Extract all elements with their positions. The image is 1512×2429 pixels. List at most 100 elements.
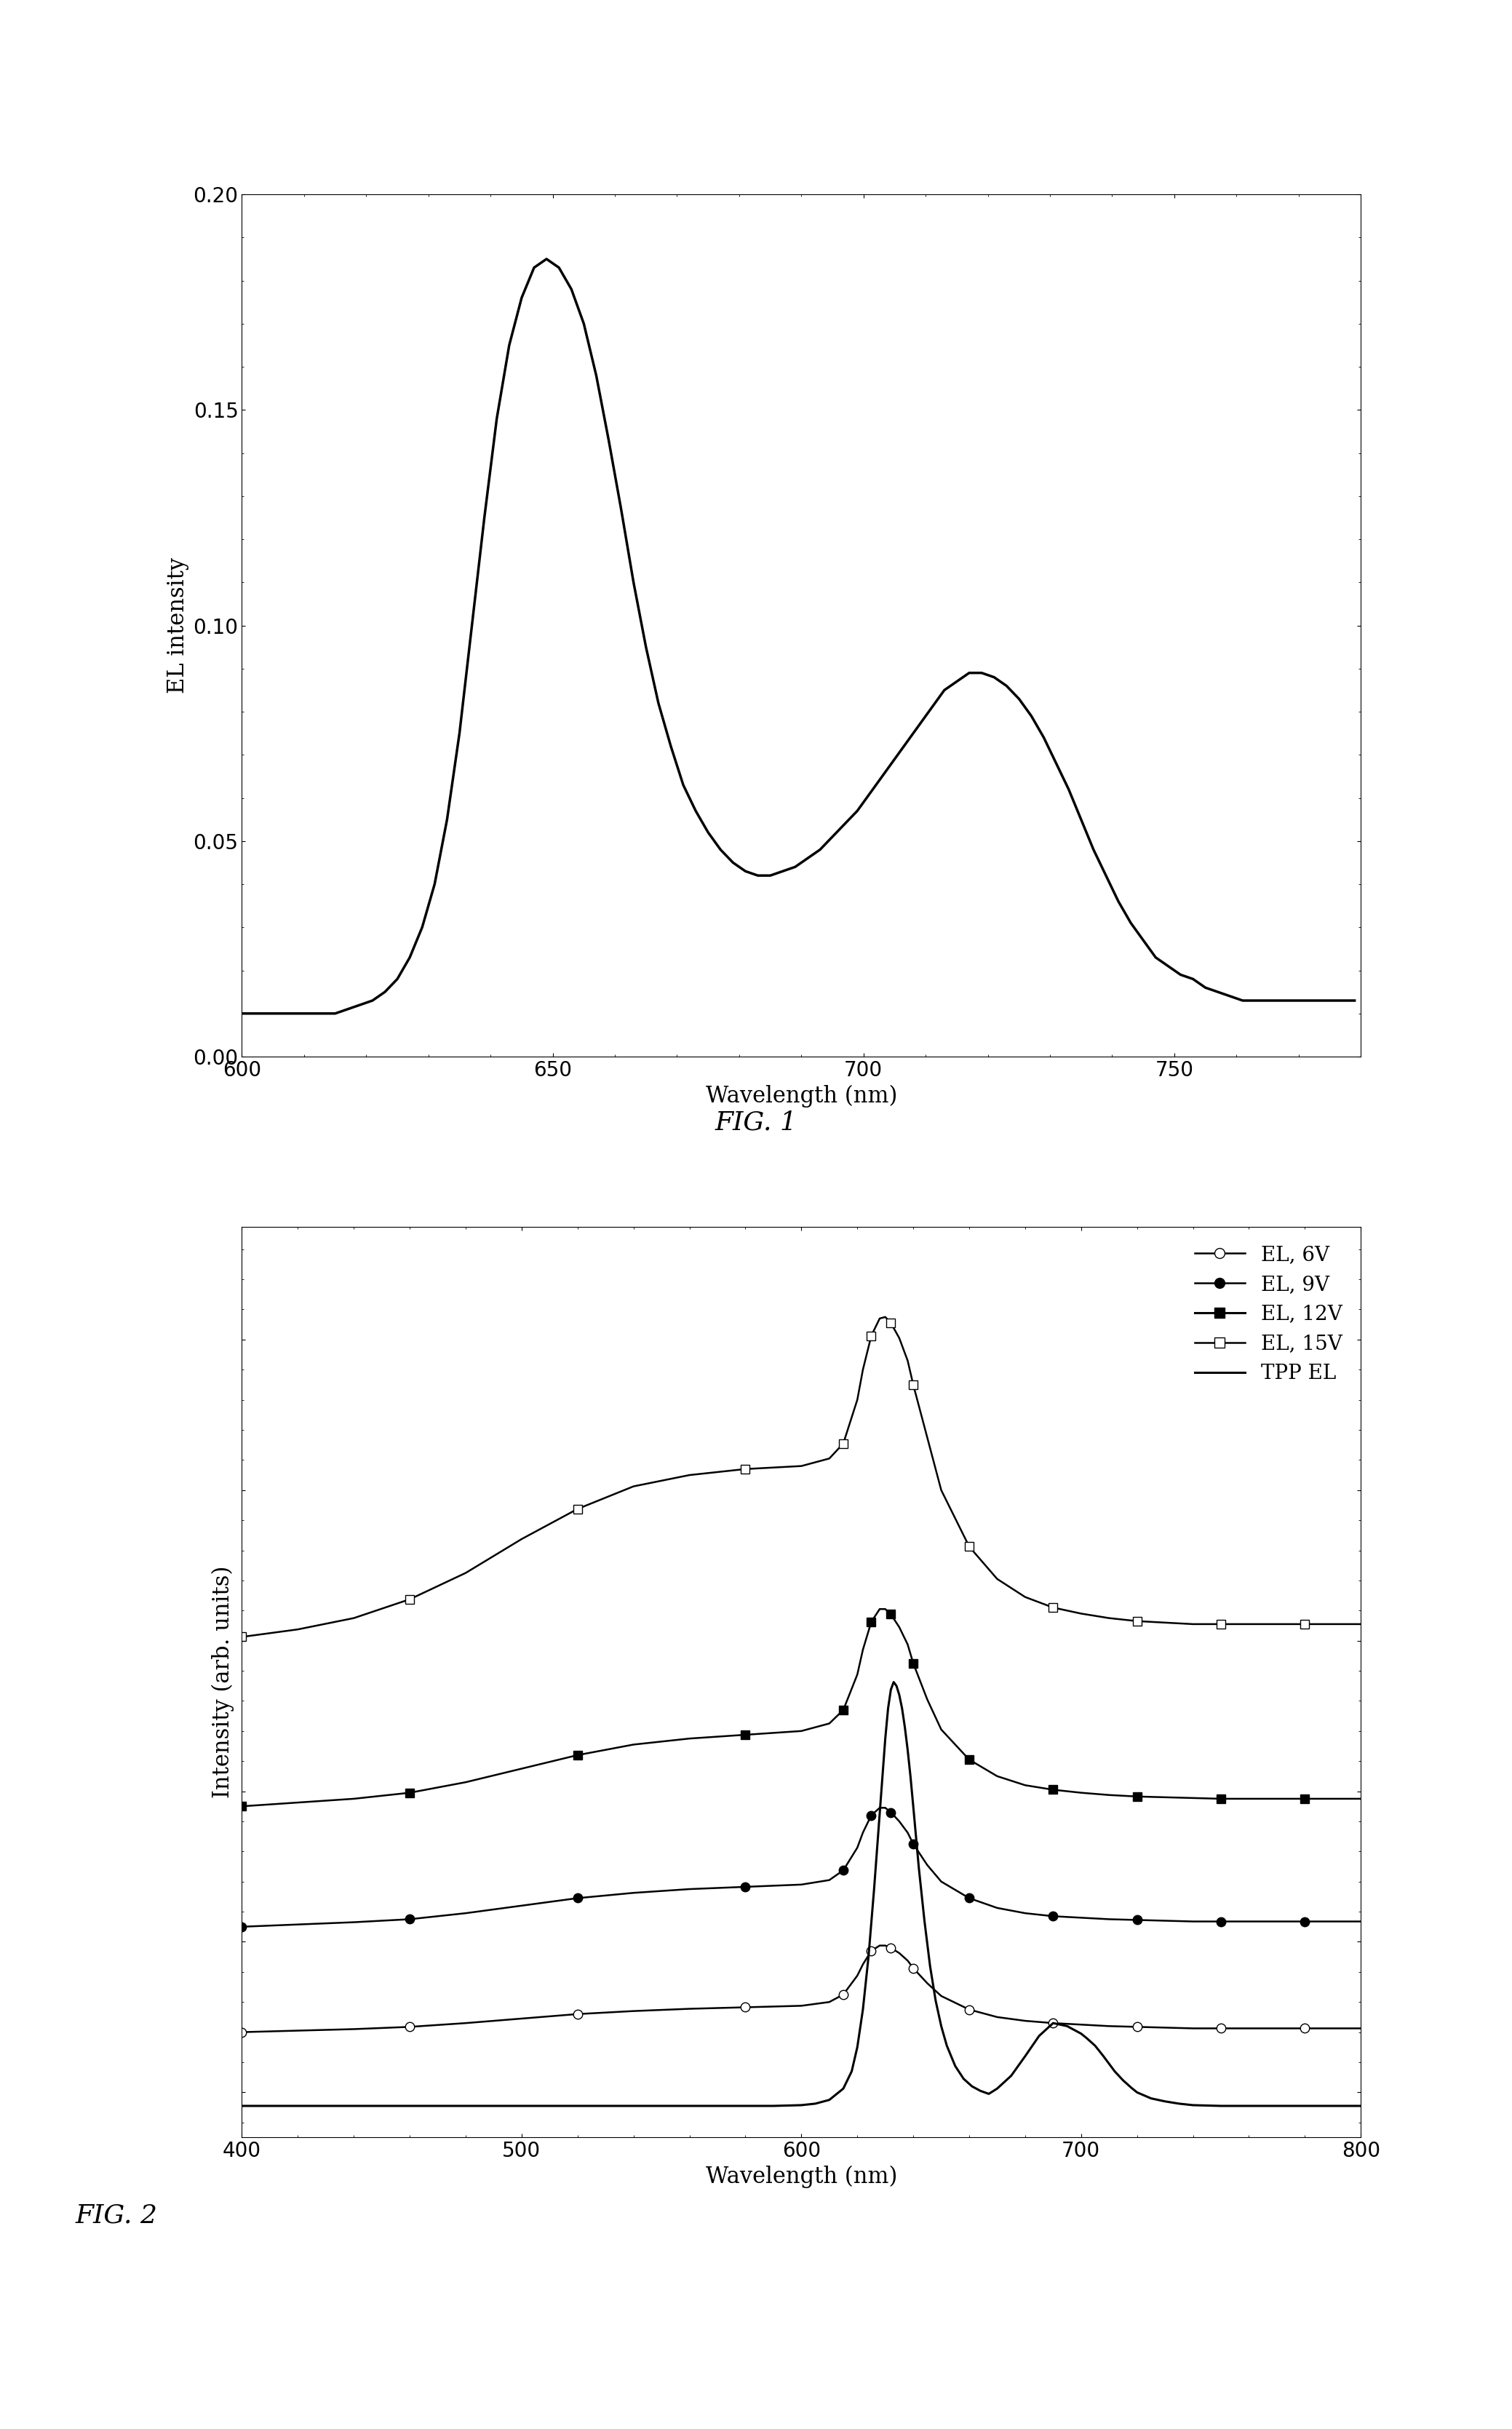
EL, 15V <box>1072 1598 1090 1627</box>
EL, 12V <box>513 1754 531 1783</box>
EL, 15V <box>289 1615 307 1644</box>
EL, 12V <box>1128 1783 1146 1812</box>
TPP EL <box>901 1761 919 1790</box>
EL, 15V <box>989 1564 1007 1593</box>
EL, 12V <box>891 1613 909 1642</box>
EL, 12V <box>989 1761 1007 1790</box>
EL, 15V <box>792 1453 810 1482</box>
EL, 15V <box>881 1309 900 1338</box>
Line: TPP EL: TPP EL <box>242 1683 1361 2106</box>
EL, 9V <box>848 1834 866 1863</box>
EL, 12V <box>918 1686 936 1715</box>
EL, 9V <box>736 1873 754 1902</box>
EL, 12V <box>960 1744 978 1773</box>
EL, 9V <box>289 1909 307 1938</box>
EL, 6V <box>854 1950 872 1980</box>
EL, 15V <box>233 1623 251 1652</box>
EL, 6V <box>904 1953 922 1982</box>
Line: EL, 15V: EL, 15V <box>237 1312 1365 1642</box>
EL, 9V <box>862 1800 880 1829</box>
EL, 9V <box>1043 1902 1061 1931</box>
EL, 15V <box>569 1494 587 1523</box>
EL, 6V <box>835 1980 853 2009</box>
EL, 6V <box>401 2011 419 2040</box>
EL, 6V <box>1267 2014 1285 2043</box>
EL, 12V <box>931 1715 951 1744</box>
EL, 6V <box>821 1987 839 2016</box>
EL, 9V <box>871 1793 889 1822</box>
EL, 15V <box>513 1525 531 1555</box>
EL, 12V <box>1184 1783 1202 1812</box>
EL, 12V <box>1213 1785 1231 1814</box>
EL, 6V <box>792 1992 810 2021</box>
EL, 15V <box>904 1370 922 1399</box>
EL, 9V <box>1184 1907 1202 1936</box>
EL, 6V <box>1155 2014 1173 2043</box>
EL, 12V <box>1240 1785 1258 1814</box>
EL, 15V <box>1128 1606 1146 1635</box>
EL, 6V <box>1072 2011 1090 2040</box>
EL, 12V <box>1072 1778 1090 1807</box>
EL, 9V <box>1016 1899 1034 1929</box>
EL, 12V <box>457 1768 475 1797</box>
EL, 15V <box>877 1302 895 1331</box>
EL, 9V <box>401 1904 419 1933</box>
EL, 6V <box>848 1960 866 1989</box>
EL, 12V <box>233 1793 251 1822</box>
TPP EL <box>233 2091 251 2121</box>
EL, 15V <box>960 1533 978 1562</box>
EL, 15V <box>1267 1610 1285 1640</box>
EL, 6V <box>233 2018 251 2048</box>
TPP EL <box>1030 2021 1048 2050</box>
EL, 9V <box>1296 1907 1314 1936</box>
EL, 6V <box>1184 2014 1202 2043</box>
EL, 9V <box>821 1865 839 1895</box>
EL, 15V <box>736 1455 754 1484</box>
EL, 15V <box>848 1385 866 1414</box>
EL, 15V <box>891 1324 909 1353</box>
EL, 9V <box>891 1807 909 1836</box>
EL, 12V <box>835 1695 853 1725</box>
EL, 6V <box>289 2016 307 2045</box>
EL, 15V <box>1240 1610 1258 1640</box>
EL, 9V <box>233 1912 251 1941</box>
EL, 15V <box>918 1423 936 1453</box>
EL, 9V <box>960 1882 978 1912</box>
EL, 9V <box>345 1907 363 1936</box>
EL, 12V <box>871 1593 889 1623</box>
EL, 9V <box>931 1868 951 1897</box>
EL, 15V <box>457 1559 475 1589</box>
EL, 6V <box>1016 2006 1034 2036</box>
EL, 9V <box>624 1878 643 1907</box>
EL, 6V <box>881 1933 900 1963</box>
TPP EL <box>1352 2091 1370 2121</box>
EL, 9V <box>1072 1904 1090 1933</box>
EL, 9V <box>457 1899 475 1929</box>
EL, 6V <box>513 2004 531 2033</box>
EL, 9V <box>792 1870 810 1899</box>
TPP EL <box>881 1676 900 1705</box>
EL, 9V <box>989 1892 1007 1921</box>
EL, 12V <box>792 1717 810 1746</box>
EL, 9V <box>1240 1907 1258 1936</box>
EL, 12V <box>401 1778 419 1807</box>
EL, 6V <box>1352 2014 1370 2043</box>
EL, 6V <box>569 1999 587 2028</box>
EL, 12V <box>1101 1780 1119 1810</box>
EL, 6V <box>457 2009 475 2038</box>
EL, 12V <box>1267 1785 1285 1814</box>
EL, 9V <box>1128 1904 1146 1933</box>
EL, 15V <box>1213 1610 1231 1640</box>
EL, 15V <box>1296 1610 1314 1640</box>
TPP EL <box>848 2033 866 2062</box>
EL, 12V <box>821 1710 839 1739</box>
EL, 12V <box>898 1630 916 1659</box>
EL, 9V <box>1325 1907 1343 1936</box>
X-axis label: Wavelength (nm): Wavelength (nm) <box>706 2167 897 2189</box>
EL, 15V <box>1043 1593 1061 1623</box>
TPP EL <box>596 2091 614 2121</box>
EL, 15V <box>821 1443 839 1472</box>
EL, 12V <box>848 1659 866 1688</box>
EL, 6V <box>960 1994 978 2023</box>
EL, 9V <box>680 1875 699 1904</box>
